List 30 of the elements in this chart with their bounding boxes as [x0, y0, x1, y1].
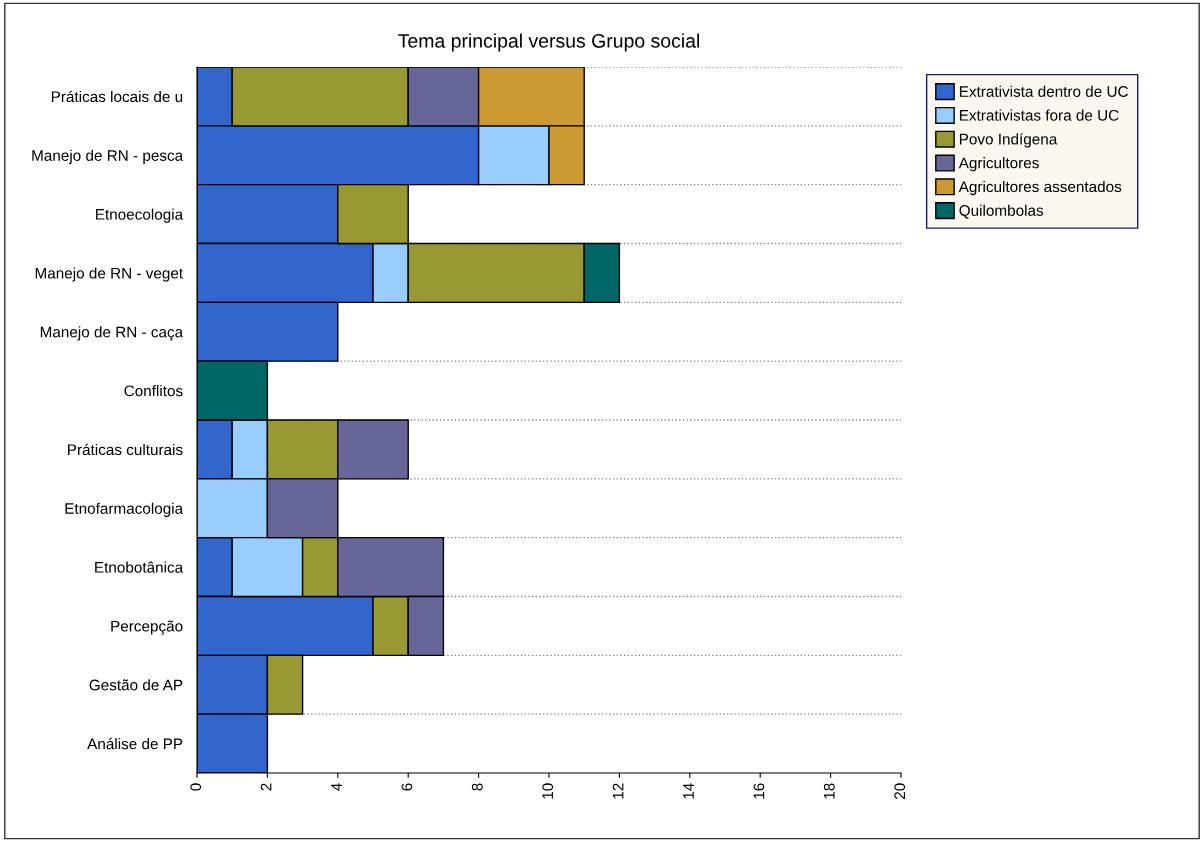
chart-title: Tema principal versus Grupo social: [398, 33, 699, 52]
y-tick-label: Análise de PP: [87, 737, 183, 750]
y-tick-label: Etnofarmacologia: [65, 502, 184, 517]
y-tick-label: Conflitos: [124, 385, 183, 397]
y-tick-label: Etnobotânica: [95, 561, 184, 573]
legend-label: Agricultores assentados: [958, 180, 1122, 196]
x-tick-label: 4: [331, 783, 342, 791]
x-tick-label: 6: [401, 783, 413, 791]
legend-label: Povo Indígena: [959, 133, 1058, 148]
x-tick-label: 0: [190, 783, 202, 791]
y-tick-label: Etnoecologia: [96, 208, 184, 223]
y-tick-label: Práticas culturais: [68, 443, 183, 456]
x-tick-label: 18: [823, 783, 835, 799]
y-tick-label: Manejo de RN - veget: [35, 267, 184, 282]
x-tick-label: 2: [260, 783, 272, 791]
legend-label: Extrativistas fora de UC: [959, 109, 1119, 121]
y-tick-label: Manejo de RN - caça: [40, 326, 184, 341]
y-tick-label: Práticas locais de u: [51, 90, 183, 103]
y-tick-label: Percepção: [111, 620, 183, 635]
legend-label: Agricultores: [958, 157, 1039, 172]
legend-label: Extrativista dentro de UC: [959, 85, 1128, 97]
x-tick-label: 14: [683, 783, 694, 799]
x-tick-label: 10: [542, 783, 554, 799]
x-tick-label: 20: [894, 783, 906, 799]
x-tick-label: 16: [753, 783, 765, 799]
x-tick-label: 8: [471, 783, 483, 791]
legend-label: Quilombolas: [959, 204, 1044, 219]
y-tick-label: Manejo de RN - pesca: [32, 149, 184, 164]
x-tick-label: 12: [612, 783, 624, 799]
y-tick-label: Gestão de AP: [89, 679, 183, 691]
